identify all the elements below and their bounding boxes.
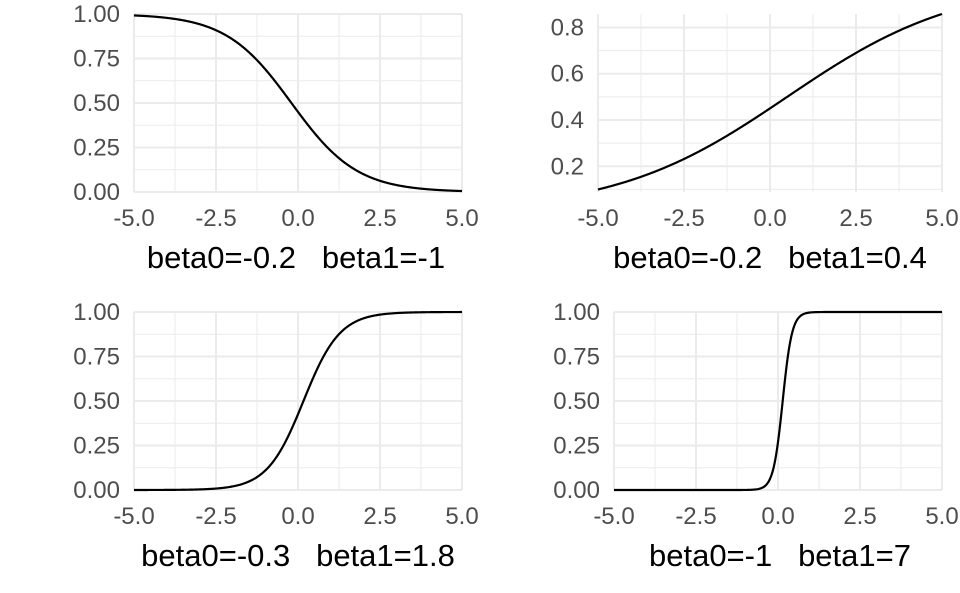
y-tick-label: 1.00 bbox=[73, 1, 120, 28]
x-tick-label: 2.5 bbox=[363, 205, 396, 232]
x-axis-label: beta0=-0.2 beta1=-1 bbox=[147, 240, 445, 275]
logistic-curve bbox=[597, 12, 943, 191]
y-tick-label: 0.00 bbox=[553, 477, 600, 504]
x-tick-label: -2.5 bbox=[195, 205, 236, 232]
y-tick-label: 0.75 bbox=[73, 344, 120, 371]
y-tick-label: 0.75 bbox=[553, 344, 600, 371]
logistic-curve bbox=[133, 14, 463, 193]
x-tick-label: -5.0 bbox=[593, 503, 634, 530]
x-tick-label: 0.0 bbox=[281, 205, 314, 232]
y-tick-label: 0.25 bbox=[73, 433, 120, 460]
y-tick-label: 0.2 bbox=[551, 153, 584, 180]
x-axis-label: beta0=-1 beta1=7 bbox=[649, 538, 911, 573]
panel-4: 0.00 0.25 0.50 0.75 1.00 -5.0 -2.5 0.0 2.5 5.0 bet… bbox=[553, 299, 958, 573]
y-tick-label: 1.00 bbox=[73, 299, 120, 326]
x-tick-label: 5.0 bbox=[925, 205, 958, 232]
y-tick-label: 0.50 bbox=[553, 388, 600, 415]
x-tick-label: 0.0 bbox=[281, 503, 314, 530]
y-tick-label: 0.00 bbox=[73, 179, 120, 206]
y-tick-label: 0.25 bbox=[553, 433, 600, 460]
y-tick-label: 0.25 bbox=[73, 135, 120, 162]
y-tick-label: 0.75 bbox=[73, 46, 120, 73]
y-tick-label: 0.4 bbox=[551, 107, 584, 134]
x-tick-label: -2.5 bbox=[663, 205, 704, 232]
x-tick-label: 5.0 bbox=[445, 205, 478, 232]
y-tick-label: 0.8 bbox=[551, 14, 584, 41]
x-axis-label: beta0=-0.3 beta1=1.8 bbox=[141, 538, 455, 573]
x-tick-label: 2.5 bbox=[363, 503, 396, 530]
y-tick-label: 0.50 bbox=[73, 388, 120, 415]
x-tick-label: -5.0 bbox=[113, 205, 154, 232]
x-tick-label: -2.5 bbox=[675, 503, 716, 530]
logistic-curve bbox=[134, 310, 462, 492]
panel-2: 0.2 0.4 0.6 0.8 -5.0 -2.5 0.0 2.5 5.0 beta0=-0.2 … bbox=[551, 12, 959, 275]
x-tick-label: -5.0 bbox=[113, 503, 154, 530]
x-tick-label: 0.0 bbox=[761, 503, 794, 530]
x-tick-label: 5.0 bbox=[925, 503, 958, 530]
y-tick-label: 0.6 bbox=[551, 61, 584, 88]
x-tick-label: 2.5 bbox=[843, 503, 876, 530]
x-tick-label: 0.0 bbox=[753, 205, 786, 232]
logistic-curve bbox=[614, 310, 942, 492]
x-tick-label: 5.0 bbox=[445, 503, 478, 530]
x-tick-label: -5.0 bbox=[577, 205, 618, 232]
x-tick-label: 2.5 bbox=[839, 205, 872, 232]
panel-1: 0.00 0.25 0.50 0.75 1.00 -5.0 -2.5 0.0 2.5 5.0bet… bbox=[73, 1, 478, 275]
x-tick-label: -2.5 bbox=[195, 503, 236, 530]
y-tick-label: 0.50 bbox=[73, 90, 120, 117]
y-tick-label: 1.00 bbox=[553, 299, 600, 326]
panel-3: 0.00 0.25 0.50 0.75 1.00 -5.0 -2.5 0.0 2.5 5.0 bet… bbox=[73, 299, 478, 573]
x-axis-label: beta0=-0.2 beta1=0.4 bbox=[613, 240, 927, 275]
y-tick-label: 0.00 bbox=[73, 477, 120, 504]
